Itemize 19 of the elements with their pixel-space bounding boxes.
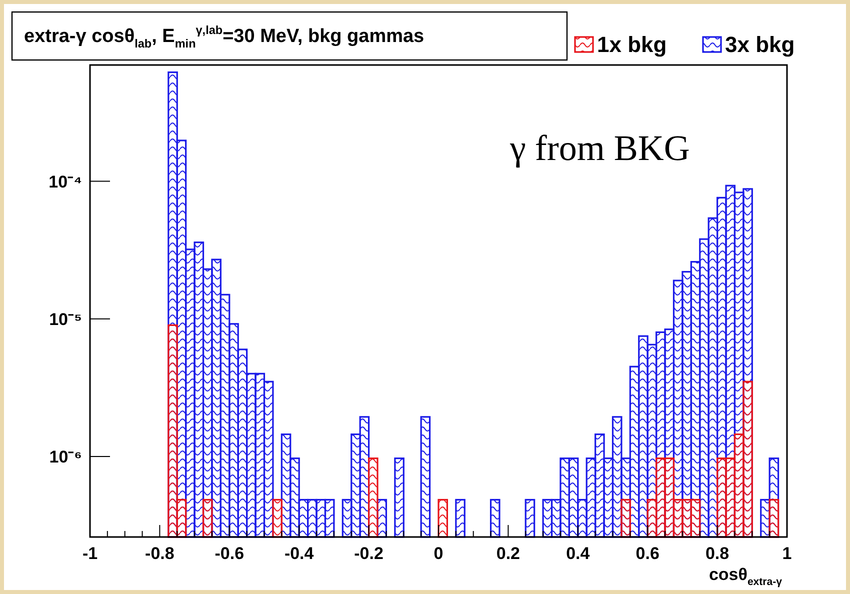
y-tick-label: 10⁻⁵ (49, 310, 82, 329)
chart-title: extra-γ cosθ$_{lab}$, E$_{min}$$^{γ,lab}$=30 MeV, bkg gammas (24, 24, 424, 50)
x-tick-label: -0.2 (354, 544, 384, 563)
x-tick-label: 0.2 (496, 544, 520, 563)
x-tick-label: -1 (82, 544, 98, 563)
x-tick-label: -0.8 (145, 544, 174, 563)
y-tick-label: 10⁻⁴ (48, 172, 82, 192)
y-tick-label: 10⁻⁶ (49, 448, 82, 466)
x-tick-label: -0.4 (284, 544, 314, 563)
legend-label: 1x bkg (597, 32, 667, 57)
x-tick-label: 1 (782, 544, 792, 563)
x-tick-label: 0 (434, 544, 444, 563)
annotation: γ from BKG (509, 128, 690, 168)
x-axis-title: cosθ$_{extra-γ}$ (708, 565, 782, 588)
x-tick-label: -0.6 (214, 544, 244, 563)
legend-label: 3x bkg (725, 32, 795, 57)
x-tick-label: 0.6 (636, 544, 660, 563)
x-tick-label: 0.4 (566, 544, 590, 563)
x-tick-label: 0.8 (705, 544, 730, 563)
